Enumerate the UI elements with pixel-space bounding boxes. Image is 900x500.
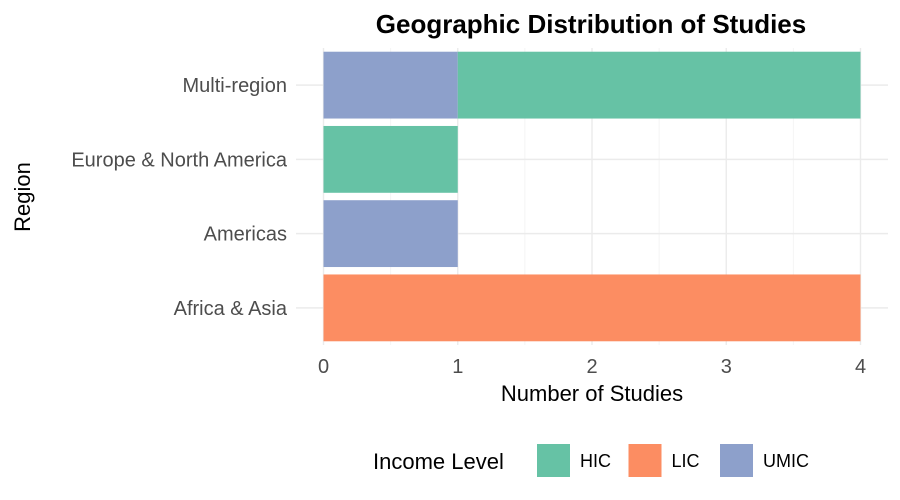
legend-item-lic: LIC [628,444,700,477]
legend-items: HIC LIC UMIC [537,444,809,477]
legend-item-hic: HIC [537,444,611,477]
bar-europe-and-north-america-hic [323,125,458,193]
legend-label: HIC [580,451,611,471]
bar-africa-and-asia-lic [323,274,861,342]
x-axis-title: Number of Studies [501,381,683,406]
legend-label: LIC [672,451,700,471]
legend-item-umic: UMIC [720,444,809,477]
plot-area [296,48,888,345]
legend-swatch [720,444,753,477]
bar-multi-region-umic [323,51,458,119]
bar-americas-umic [323,200,458,268]
x-tick-label: 4 [855,356,866,378]
y-tick-label-africa-and-asia: Africa & Asia [174,298,288,320]
x-tick-label: 0 [318,356,329,378]
legend: Income Level HIC LIC UMIC [373,444,809,477]
x-tick-label: 1 [452,356,463,378]
x-tick-label: 3 [721,356,732,378]
x-tick-labels: 0 1 2 3 4 [318,356,866,378]
x-tick-label: 2 [586,356,597,378]
legend-swatch [628,444,662,477]
legend-title: Income Level [373,449,504,474]
y-axis-title: Region [10,162,35,232]
legend-label: UMIC [763,451,809,471]
bars [323,51,861,342]
y-tick-label-multi-region: Multi-region [183,75,287,97]
y-tick-labels: Africa & Asia Americas Europe & North Amer… [71,75,288,320]
y-tick-label-europe-and-north-america: Europe & North America [71,149,288,171]
y-tick-label-americas: Americas [204,224,287,246]
bar-multi-region-hic [457,51,861,119]
legend-swatch [537,444,570,477]
chart-title: Geographic Distribution of Studies [376,9,806,39]
